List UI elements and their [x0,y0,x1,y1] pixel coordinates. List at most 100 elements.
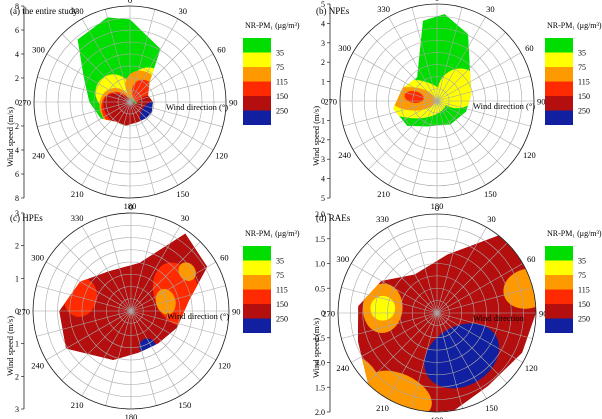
grid-spoke [130,285,226,312]
angle-tick-label: 150 [176,189,189,199]
grid-spoke [368,100,438,170]
panel-title: (b) NPEs [316,6,350,16]
radial-tick-label: 0.5 [315,284,325,293]
radial-tick-label: 2.0 [315,408,325,417]
angle-tick-label: 180 [431,415,444,419]
panel-title: (a) the entire study [10,6,78,16]
legend-swatch [545,304,573,319]
legend-swatch [545,96,573,111]
grid-spoke [352,100,438,150]
radial-tick-label: 2.0 [315,210,325,219]
angle-tick-label: 120 [525,363,538,373]
legend-swatch [545,67,573,82]
angle-tick-label: 150 [179,400,192,410]
outer-ring [337,213,537,413]
grid-spoke [343,100,438,127]
grid-spoke [61,33,131,103]
grid-spoke [436,75,531,102]
angle-tick-label: 0 [128,0,132,5]
angle-tick-label: 90 [232,307,241,317]
legend-level-label: 115 [276,78,288,87]
angle-tick-label: 270 [18,98,31,108]
y-axis-title: Wind speed (m/s) [311,318,321,378]
legend-level-label: 115 [578,286,590,295]
colorbar-legend: NR-PM₁ (μg/m³) 35 75 115 150 250 [545,229,602,333]
grid-spoke [129,101,199,171]
radial-tick-label: 5 [321,0,325,9]
grid-spoke [352,52,438,102]
radial-tick-label: 4 [321,175,325,184]
grid-spoke [130,310,157,406]
legend-level-label: 150 [276,92,288,101]
legend-level-label: 35 [276,49,284,58]
radial-origin-label: 0 [321,309,325,318]
grid-spoke [81,225,132,312]
legend-swatch [545,110,573,125]
grid-spoke [129,101,179,186]
legend-swatch [545,260,573,275]
legend-level-label: 35 [276,257,284,266]
legend-swatch [545,52,573,67]
radial-tick-label: 1 [321,116,325,125]
radial-origin-label: 0 [15,98,19,107]
grid-spoke [104,9,131,103]
grid-spoke [46,101,131,151]
radial-origin-label: 0 [321,97,325,106]
grid-spoke [387,227,438,314]
grid-spoke [436,100,506,170]
grid-spoke [411,217,438,314]
radial-tick-label: 3 [321,155,325,164]
grid-spoke [341,312,438,339]
grid-spoke [411,312,438,409]
contour-blob [370,295,396,321]
legend-swatch [545,81,573,96]
grid-spoke [129,33,199,103]
angle-tick-label: 30 [486,4,495,14]
grid-spoke [104,101,131,195]
angle-tick-label: 120 [523,150,536,160]
radial-tick-label: 3 [321,39,325,48]
grid-spoke [436,287,533,314]
grid-spoke [37,76,131,103]
radial-tick-label: 2 [15,122,19,131]
angle-tick-label: 300 [338,43,351,53]
legend-swatch [243,260,271,275]
angle-tick-label: 330 [71,213,84,223]
radial-tick-label: 2 [321,136,325,145]
grid-spoke [45,261,132,312]
angle-tick-label: 150 [484,189,497,199]
grid-spoke [436,7,463,102]
angle-tick-label: 300 [31,253,44,263]
grid-spoke [436,242,508,314]
grid-spoke [436,100,486,186]
legend-level-label: 35 [578,257,586,266]
grid-spoke [105,310,132,406]
outer-ring [33,5,227,199]
angle-tick-label: 90 [537,97,546,107]
angle-tick-label: 240 [31,360,44,370]
grid-spoke [436,263,523,314]
panel-title: (d) RAEs [316,213,351,223]
grid-spoke [129,101,156,195]
grid-spoke [81,18,131,103]
angle-tick-label: 0 [435,203,439,213]
contour-field [77,17,161,126]
legend-swatch [243,318,271,333]
grid-spoke [81,101,131,186]
radial-tick-label: 6 [15,26,19,35]
grid-spoke [129,76,223,103]
grid-spoke [343,75,438,102]
angle-tick-label: 30 [181,213,190,223]
panel-d: 0 30 60 90 120 150 180 210 240 270 300 330 0.5 0.5 1.0… [311,203,602,419]
angle-tick-label: 270 [324,97,337,107]
grid-spoke [436,100,522,150]
wind-direction-label: Wind direction (°) [167,311,229,321]
legend-level-label: 150 [578,300,590,309]
angle-tick-label: 240 [338,150,351,160]
wind-direction-label: Wind direction [473,313,525,323]
radial-tick-label: 3 [15,209,19,218]
grid-spoke [436,312,463,409]
grid-spoke [436,217,463,314]
radial-tick-label: 2 [15,74,19,83]
